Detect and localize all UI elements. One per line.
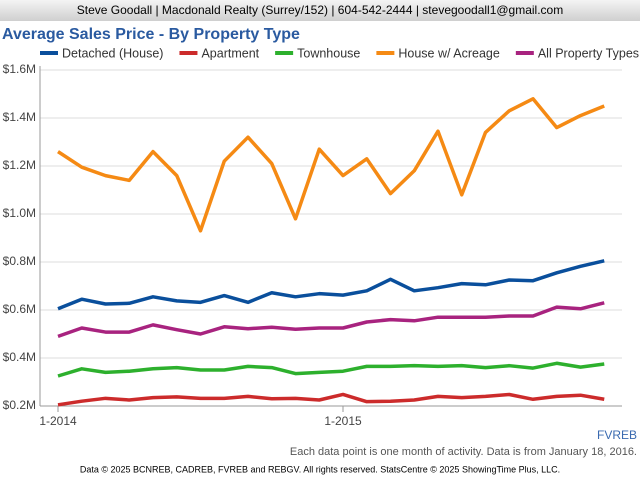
chart-title: Average Sales Price - By Property Type xyxy=(2,26,300,43)
y-tick-label: $1.6M xyxy=(3,62,36,76)
y-tick-label: $0.6M xyxy=(3,302,36,316)
legend-label: Townhouse xyxy=(297,46,360,60)
series-line xyxy=(57,97,605,233)
series-line xyxy=(57,392,605,407)
x-tick-label: 1-2014 xyxy=(39,414,77,428)
series-line xyxy=(57,361,605,378)
header: Steve Goodall | Macdonald Realty (Surrey… xyxy=(77,3,563,17)
header-bar xyxy=(0,0,640,21)
y-tick-label: $0.4M xyxy=(3,350,36,364)
legend-label: Apartment xyxy=(201,46,259,60)
y-tick-label: $1.0M xyxy=(3,206,36,220)
series-line xyxy=(57,301,605,339)
legend-label: Detached (House) xyxy=(62,46,163,60)
y-tick-label: $1.2M xyxy=(3,158,36,172)
board: FVREB xyxy=(597,428,637,442)
legend-label: House w/ Acreage xyxy=(398,46,499,60)
note: Each data point is one month of activity… xyxy=(290,446,637,458)
copyright: Data © 2025 BCNREB, CADREB, FVREB and RE… xyxy=(80,464,560,474)
legend-label: All Property Types xyxy=(538,46,639,60)
x-tick-label: 1-2015 xyxy=(324,414,362,428)
series-line xyxy=(57,259,605,311)
y-tick-label: $0.2M xyxy=(3,398,36,412)
y-tick-label: $0.8M xyxy=(3,254,36,268)
y-tick-label: $1.4M xyxy=(3,110,36,124)
